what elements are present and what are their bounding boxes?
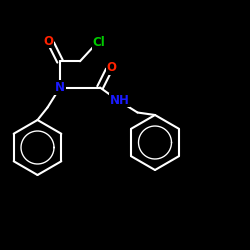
Text: NH: NH	[110, 94, 130, 106]
Text: O: O	[106, 61, 116, 74]
Text: N: N	[55, 81, 65, 94]
Text: Cl: Cl	[92, 36, 105, 49]
Text: O: O	[44, 35, 54, 48]
